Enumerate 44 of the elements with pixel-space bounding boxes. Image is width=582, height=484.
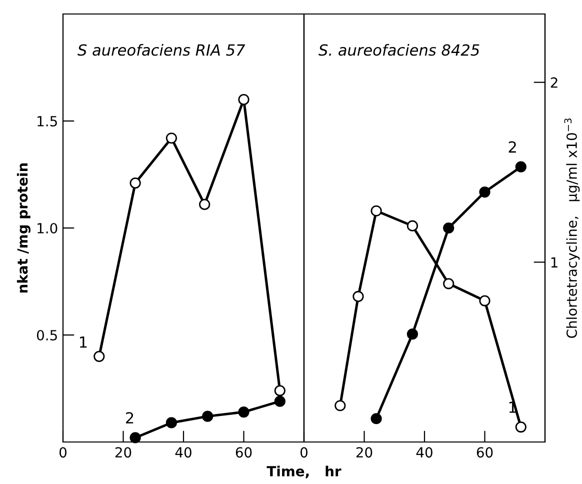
point <box>166 132 178 144</box>
y-axis-title: nkat /mg protein <box>16 163 30 292</box>
point <box>406 220 418 232</box>
annotation: 2 <box>126 412 134 424</box>
annotation: 2 <box>508 141 516 153</box>
annotation: 1 <box>80 336 87 348</box>
y-tick-label: 1.0 <box>38 222 58 234</box>
text: S aureofaciens RIA 57 <box>78 44 246 56</box>
x-tick-label: 40 <box>175 447 192 458</box>
x-tick-label: 0 <box>59 447 66 458</box>
point <box>515 161 526 172</box>
y-tick-label: 1.5 <box>38 116 57 126</box>
point <box>274 396 286 407</box>
point <box>94 350 105 362</box>
point <box>406 328 418 340</box>
x-tick-label: 0 <box>300 447 308 458</box>
point <box>274 385 286 396</box>
point <box>202 410 214 422</box>
point <box>199 198 210 210</box>
x-tick-label: 60 <box>476 447 493 458</box>
point <box>334 400 346 412</box>
point <box>130 432 141 444</box>
point <box>166 417 178 428</box>
point <box>238 94 250 106</box>
x-axis-title: Time, hr <box>266 466 342 478</box>
y-tick-label: 0.5 <box>36 330 57 340</box>
point <box>443 222 454 234</box>
point <box>479 186 490 198</box>
text: S. aureofaciens 8425 <box>318 44 480 56</box>
point <box>352 290 364 302</box>
point <box>443 278 454 290</box>
x-tick-label: 20 <box>356 447 372 458</box>
point <box>479 295 490 306</box>
point <box>370 413 382 424</box>
y2-tick-label: 2 <box>550 77 558 88</box>
point <box>370 205 382 216</box>
y2-tick-label: 1 <box>551 257 558 268</box>
point <box>515 421 526 433</box>
point <box>130 178 141 189</box>
x-tick-label: 40 <box>416 447 432 458</box>
y2-axis-title: Chlortetracycline, µg/ml x10$^{−3}$ <box>564 118 580 338</box>
point <box>238 406 250 418</box>
x-tick-label: 60 <box>236 447 252 458</box>
x-tick-label: 20 <box>115 447 132 458</box>
